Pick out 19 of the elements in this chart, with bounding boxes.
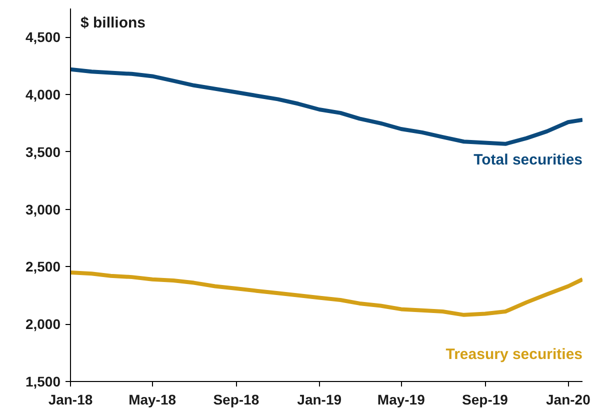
y-tick-label: 4,500 xyxy=(25,29,61,46)
x-tick-label: May-18 xyxy=(128,392,176,408)
y-tick-label: 4,000 xyxy=(25,86,61,103)
x-tick-label: Jan-18 xyxy=(48,392,93,408)
x-tick-label: Sep-18 xyxy=(213,392,260,408)
text: Treasury securities xyxy=(446,346,583,363)
y-tick-label: 3,000 xyxy=(25,201,61,218)
x-tick-label: May-19 xyxy=(377,392,426,408)
line-series xyxy=(70,270,582,317)
y-tick-label: 1,500 xyxy=(25,374,61,390)
y-tick-label: 2,000 xyxy=(25,316,61,332)
x-tick-label: Sep-19 xyxy=(462,392,508,408)
y-axis-title: $ billions xyxy=(80,14,146,32)
y-tick-label: 3,500 xyxy=(25,144,61,160)
y-tick-label: 2,500 xyxy=(25,258,61,275)
x-tick-label: Jan-19 xyxy=(297,392,342,408)
line-series xyxy=(70,67,582,146)
series-label: Total securities xyxy=(474,151,583,168)
x-tick-label: Jan-20 xyxy=(546,392,591,408)
